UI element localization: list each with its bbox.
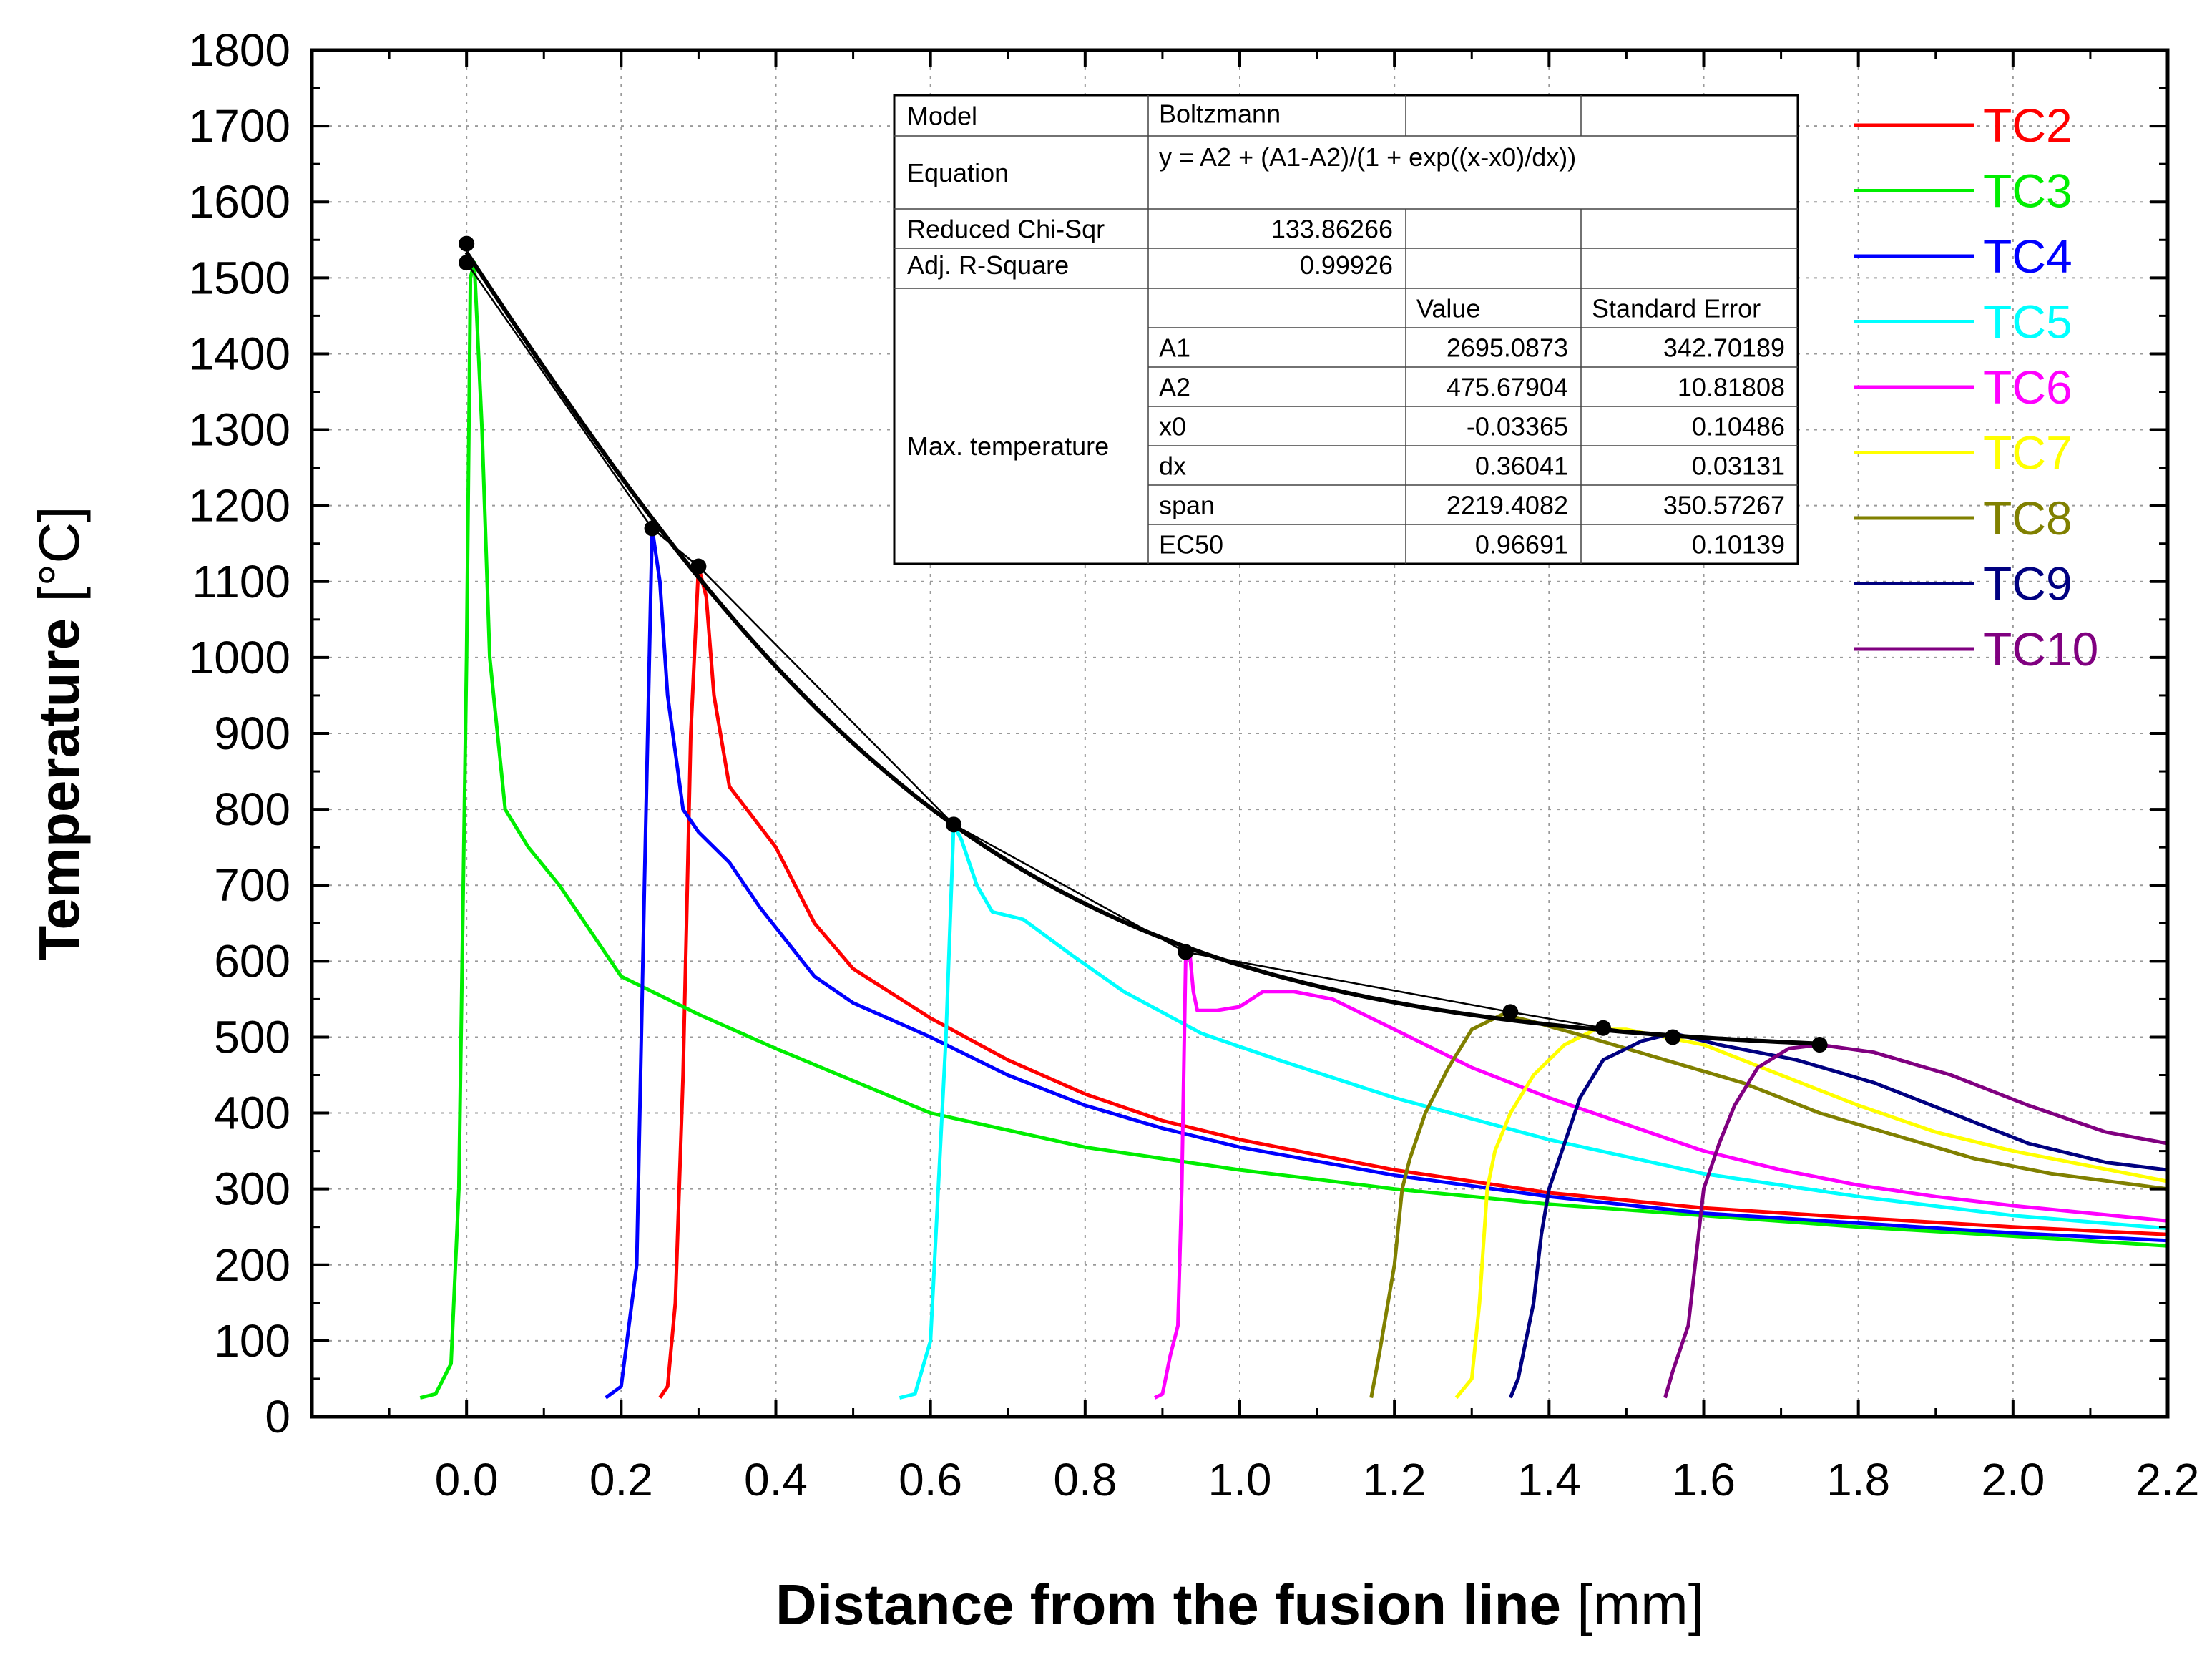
series-line-tc2	[658, 565, 2168, 1399]
max-temperature-point	[459, 255, 475, 271]
y-tick-label: 1800	[189, 24, 290, 76]
max-temperature-point	[690, 558, 707, 575]
fit-param-value: -0.03365	[1467, 412, 1568, 441]
x-tick-label: 1.8	[1826, 1454, 1890, 1505]
max-temperature-point	[1502, 1004, 1519, 1020]
fit-param-value: 475.67904	[1447, 373, 1568, 402]
x-axis-title: Distance from the fusion line [mm]	[775, 1573, 1704, 1636]
max-temperature-point	[1811, 1037, 1828, 1053]
fit-param-value: 0.36041	[1475, 451, 1568, 481]
fit-r2-label: Adj. R-Square	[907, 250, 1069, 280]
series-line-tc5	[899, 822, 2168, 1400]
fit-param-value: 2219.4082	[1447, 491, 1568, 520]
y-tick-label: 600	[214, 935, 290, 987]
y-tick-label: 500	[214, 1011, 290, 1063]
fit-r2-value: 0.99926	[1300, 250, 1393, 280]
legend-label-tc3: TC3	[1983, 165, 2072, 218]
x-tick-label: 1.0	[1208, 1454, 1272, 1505]
axis-ticks	[312, 49, 2169, 1418]
x-tick-label: 0.0	[435, 1454, 499, 1505]
series-line-tc9	[1508, 1031, 2168, 1399]
max-temperature-point	[946, 816, 962, 833]
fit-param-error: 0.03131	[1692, 451, 1785, 481]
legend-label-tc2: TC2	[1983, 99, 2072, 152]
fit-table-frame	[893, 94, 1799, 565]
y-tick-label: 200	[214, 1239, 290, 1291]
fit-value-header: Value	[1416, 294, 1480, 323]
max-temperature-point	[644, 520, 660, 537]
y-tick-labels: 0 100 200 300 400 500 600 700 800 900 1000 1100 1200…	[189, 24, 290, 1442]
fit-param-name: EC50	[1159, 530, 1223, 560]
y-tick-label: 1600	[189, 176, 290, 228]
y-tick-label: 1500	[189, 252, 290, 303]
fit-param-value: 0.96691	[1475, 530, 1568, 560]
legend: TC2 TC3 TC4 TC5 TC6 TC7 TC8 TC9 TC10	[1854, 99, 2098, 675]
fit-param-error: 342.70189	[1663, 333, 1785, 363]
legend-label-tc9: TC9	[1983, 557, 2072, 610]
fit-param-name: dx	[1159, 451, 1186, 481]
fit-param-error: 0.10486	[1692, 412, 1785, 441]
fit-param-error: 0.10139	[1692, 530, 1785, 560]
x-tick-label: 1.4	[1517, 1454, 1581, 1505]
series-line-tc8	[1369, 1012, 2168, 1398]
fit-param-name: A2	[1159, 373, 1190, 402]
y-tick-label: 400	[214, 1088, 290, 1139]
y-tick-label: 100	[214, 1315, 290, 1367]
fit-param-name: span	[1159, 491, 1215, 520]
max-temperature-point	[1595, 1020, 1611, 1036]
fit-group-label: Max. temperature	[907, 431, 1109, 461]
fit-param-value: 2695.0873	[1447, 333, 1568, 363]
fit-param-error: 10.81808	[1678, 373, 1785, 402]
fit-chisq-label: Reduced Chi-Sqr	[907, 215, 1105, 244]
y-tick-label: 1100	[192, 556, 290, 607]
legend-label-tc5: TC5	[1983, 296, 2072, 348]
y-tick-label: 1200	[189, 480, 290, 532]
fit-param-name: x0	[1159, 412, 1186, 441]
fit-equation-value: y = A2 + (A1-A2)/(1 + exp((x-x0)/dx))	[1159, 142, 1576, 172]
fit-model-label: Model	[907, 102, 977, 131]
x-tick-label: 1.6	[1672, 1454, 1736, 1505]
y-tick-label: 1000	[189, 632, 290, 683]
y-tick-label: 1700	[189, 100, 290, 152]
y-tick-label: 900	[214, 708, 290, 759]
fit-param-error: 350.57267	[1663, 491, 1785, 520]
y-tick-label: 300	[214, 1163, 290, 1215]
x-tick-label: 0.6	[899, 1454, 962, 1505]
max-temperature-point	[459, 235, 475, 252]
x-tick-label: 2.2	[2136, 1454, 2200, 1505]
x-tick-label: 0.8	[1053, 1454, 1117, 1505]
x-tick-labels: 0.0 0.2 0.4 0.6 0.8 1.0 1.2 1.4 1.6 1.8 2.0 2.2	[435, 1454, 2200, 1505]
legend-label-tc8: TC8	[1983, 492, 2072, 545]
x-tick-label: 1.2	[1363, 1454, 1426, 1505]
y-tick-label: 700	[214, 859, 290, 911]
max-temperature-line	[465, 243, 1820, 1046]
series-line-tc10	[1663, 1043, 2168, 1399]
y-tick-label: 1300	[189, 404, 290, 456]
max-temperature-layer	[459, 235, 1828, 1053]
fit-param-name: A1	[1159, 333, 1190, 363]
y-tick-label: 1400	[189, 328, 290, 379]
fit-chisq-value: 133.86266	[1271, 215, 1393, 244]
legend-label-tc6: TC6	[1983, 361, 2072, 414]
max-temperature-point	[1178, 944, 1194, 960]
x-tick-label: 0.4	[744, 1454, 808, 1505]
y-tick-label: 800	[214, 783, 290, 835]
fit-error-header: Standard Error	[1592, 294, 1761, 323]
max-temperature-point	[1665, 1029, 1681, 1045]
fit-equation-label: Equation	[907, 158, 1009, 187]
legend-label-tc4: TC4	[1983, 230, 2072, 283]
x-tick-label: 2.0	[1981, 1454, 2045, 1505]
x-tick-label: 0.2	[589, 1454, 653, 1505]
legend-label-tc10: TC10	[1983, 623, 2098, 675]
fit-results-table: Model Boltzmann Equation y = A2 + (A1-A2)/(…	[893, 94, 1799, 565]
fit-model-value: Boltzmann	[1159, 99, 1281, 129]
y-axis-title: Temperature [°C]	[27, 506, 91, 960]
series-line-tc4	[605, 527, 2168, 1400]
series-line-tc3	[419, 260, 2168, 1400]
legend-label-tc7: TC7	[1983, 426, 2072, 479]
y-tick-label: 0	[265, 1391, 290, 1442]
series-line-tc6	[1153, 947, 2168, 1400]
